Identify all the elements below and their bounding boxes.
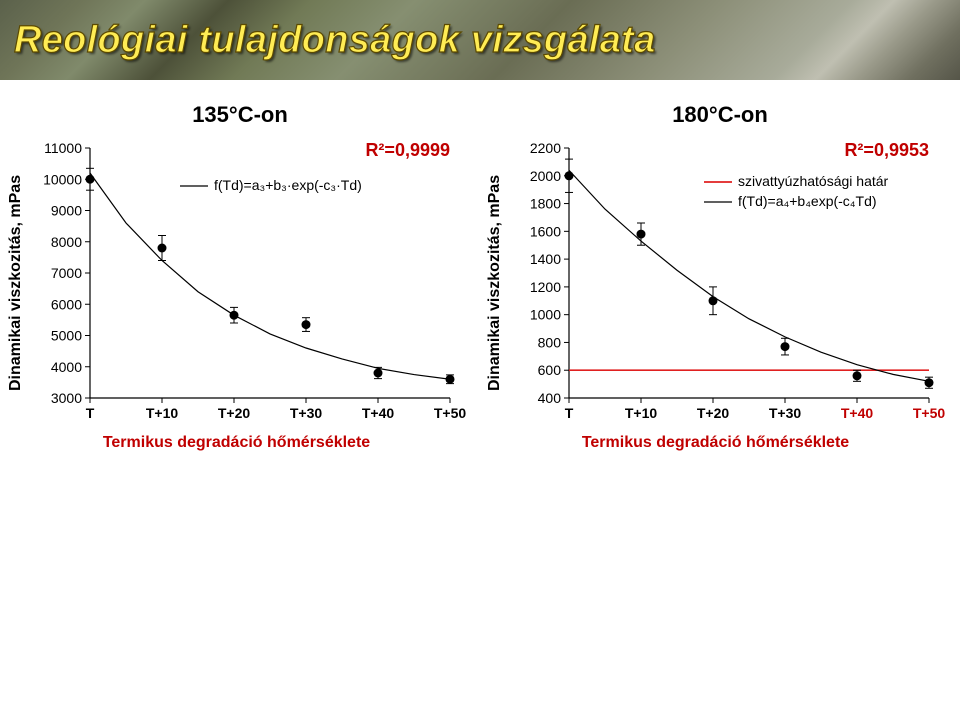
svg-text:2000: 2000 xyxy=(530,168,561,184)
svg-text:4000: 4000 xyxy=(51,359,82,375)
svg-text:f(Td)=a₃+b₃·exp(-c₃·Td): f(Td)=a₃+b₃·exp(-c₃·Td) xyxy=(214,177,362,193)
svg-text:1400: 1400 xyxy=(530,251,561,267)
svg-text:7000: 7000 xyxy=(51,265,82,281)
x-axis-label-right: Termikus degradáció hőmérséklete xyxy=(483,434,948,452)
svg-text:T+10: T+10 xyxy=(146,405,179,421)
svg-text:f(Td)=a₄+b₄exp(-c₄Td): f(Td)=a₄+b₄exp(-c₄Td) xyxy=(738,193,877,209)
svg-text:T: T xyxy=(565,405,574,421)
svg-text:1000: 1000 xyxy=(530,307,561,323)
svg-text:szivattyúzhatósági határ: szivattyúzhatósági határ xyxy=(738,173,889,189)
svg-text:5000: 5000 xyxy=(51,328,82,344)
y-axis-label-left: Dinamikai viszkozitás, mPas xyxy=(4,138,28,428)
svg-text:600: 600 xyxy=(538,362,562,378)
svg-text:8000: 8000 xyxy=(51,234,82,250)
slide: Reológiai tulajdonságok vizsgálata 135°C… xyxy=(0,0,960,718)
svg-text:3000: 3000 xyxy=(51,390,82,406)
svg-text:1200: 1200 xyxy=(530,279,561,295)
subtitle-row: 135°C-on 180°C-on xyxy=(0,102,960,128)
svg-text:9000: 9000 xyxy=(51,203,82,219)
svg-text:1800: 1800 xyxy=(530,196,561,212)
svg-text:T+50: T+50 xyxy=(913,405,946,421)
chart-right-column: Dinamikai viszkozitás, mPas 400 600 800 100… xyxy=(483,138,948,452)
svg-text:10000: 10000 xyxy=(43,171,82,187)
svg-text:R²=0,9953: R²=0,9953 xyxy=(844,140,929,160)
subtitle-right: 180°C-on xyxy=(672,102,768,128)
svg-text:T+40: T+40 xyxy=(362,405,395,421)
svg-text:800: 800 xyxy=(538,334,562,350)
svg-text:T+10: T+10 xyxy=(625,405,658,421)
x-axis-label-left: Termikus degradáció hőmérséklete xyxy=(4,434,469,452)
y-axis-label-right: Dinamikai viszkozitás, mPas xyxy=(483,138,507,428)
svg-text:T+50: T+50 xyxy=(434,405,467,421)
svg-text:400: 400 xyxy=(538,390,562,406)
svg-text:R²=0,9999: R²=0,9999 xyxy=(365,140,450,160)
svg-text:T+20: T+20 xyxy=(218,405,251,421)
svg-text:T+30: T+30 xyxy=(769,405,802,421)
svg-text:11000: 11000 xyxy=(44,140,82,156)
svg-text:T+30: T+30 xyxy=(290,405,323,421)
svg-text:2200: 2200 xyxy=(530,140,561,156)
chart-left: 3000 4000 5000 6000 7000 8000 9000 10000 11000 T T… xyxy=(28,138,468,428)
svg-text:T+20: T+20 xyxy=(697,405,730,421)
charts-row: Dinamikai viszkozitás, mPas 3000 4000 5000… xyxy=(0,128,960,452)
svg-text:T+40: T+40 xyxy=(841,405,874,421)
title-banner: Reológiai tulajdonságok vizsgálata xyxy=(0,0,960,80)
svg-text:6000: 6000 xyxy=(51,296,82,312)
chart-left-column: Dinamikai viszkozitás, mPas 3000 4000 5000… xyxy=(4,138,469,452)
chart-right: 400 600 800 1000 1200 1400 1600 1800 2000 2200 T T+… xyxy=(507,138,947,428)
svg-text:T: T xyxy=(86,405,95,421)
svg-text:1600: 1600 xyxy=(530,223,561,239)
subtitle-left: 135°C-on xyxy=(192,102,288,128)
page-title: Reológiai tulajdonságok vizsgálata xyxy=(14,19,656,62)
